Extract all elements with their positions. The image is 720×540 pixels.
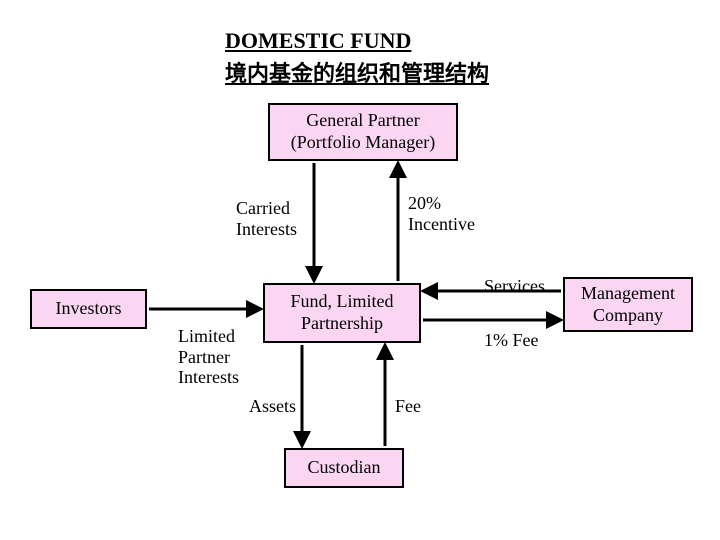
label-services: Services (484, 276, 545, 297)
lbl-assets-line1: Assets (249, 396, 296, 416)
node-fund-line1: Fund, Limited (291, 291, 394, 311)
node-general-partner: General Partner(Portfolio Manager) (268, 103, 458, 161)
lbl-incentive-line1: 20% (408, 193, 441, 213)
lbl-lpi-line3: Interests (178, 367, 239, 387)
label-1pct-fee: 1% Fee (484, 330, 538, 351)
node-gp-line1: General Partner (306, 110, 419, 130)
node-gp-line2: (Portfolio Manager) (291, 132, 435, 152)
label-limited-partner-interests: LimitedPartnerInterests (178, 326, 239, 388)
node-mgmt-line1: Management (581, 283, 675, 303)
diagram-canvas: DOMESTIC FUND 境内基金的组织和管理结构 General Partn… (0, 0, 720, 540)
lbl-services-line1: Services (484, 276, 545, 296)
label-20pct-incentive: 20%Incentive (408, 193, 475, 234)
lbl-fee1pct-line1: 1% Fee (484, 330, 538, 350)
lbl-incentive-line2: Incentive (408, 214, 475, 234)
label-fee: Fee (395, 396, 421, 417)
node-cust-line1: Custodian (307, 457, 380, 477)
lbl-carried-line1: Carried (236, 198, 290, 218)
lbl-fee-line1: Fee (395, 396, 421, 416)
title-line-1: DOMESTIC FUND (225, 28, 411, 54)
node-fund-line2: Partnership (301, 313, 383, 333)
lbl-lpi-line1: Limited (178, 326, 235, 346)
label-assets: Assets (249, 396, 296, 417)
title-line-2: 境内基金的组织和管理结构 (225, 56, 489, 88)
lbl-lpi-line2: Partner (178, 347, 230, 367)
lbl-carried-line2: Interests (236, 219, 297, 239)
node-mgmt-line2: Company (593, 305, 663, 325)
node-custodian: Custodian (284, 448, 404, 488)
node-investors: Investors (30, 289, 147, 329)
node-management-company: ManagementCompany (563, 277, 693, 332)
node-fund-lp: Fund, LimitedPartnership (263, 283, 421, 343)
label-carried-interests: CarriedInterests (236, 198, 297, 239)
node-inv-line1: Investors (56, 298, 122, 318)
